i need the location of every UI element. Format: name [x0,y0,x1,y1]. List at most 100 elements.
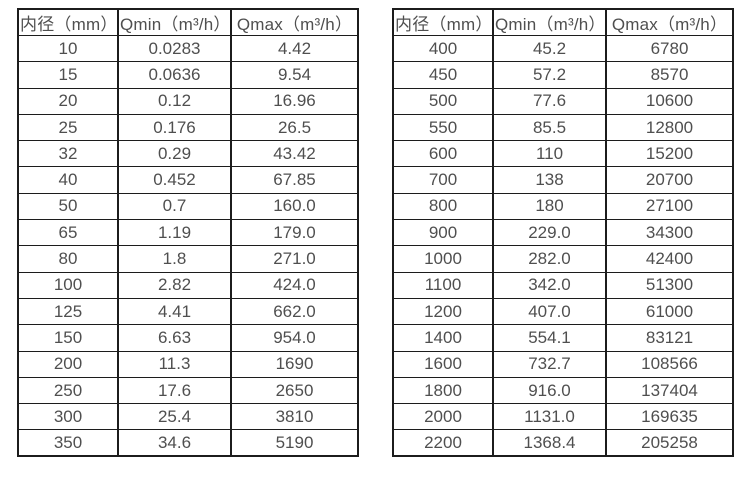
col-header-inner-diameter: 内径（mm） [392,8,494,36]
table-cell: 342.0 [492,271,607,299]
table-cell: 1000 [392,245,494,273]
table-cell: 0.0283 [117,34,232,63]
table-cell: 0.7 [117,192,232,221]
table-cell: 40 [17,166,119,194]
table-row: 65 1.19 179.0 [17,219,359,247]
table-cell: 65 [17,219,119,247]
table-cell: 424.0 [230,271,359,299]
table-cell: 6.63 [117,324,232,352]
table-cell: 25.4 [117,403,232,431]
table-cell: 43.42 [230,140,359,168]
table-cell: 1131.0 [492,403,607,431]
table-row: 100 2.82 424.0 [17,271,359,299]
table-cell: 85.5 [492,113,607,142]
table-cell: 4.41 [117,297,232,326]
table-row: 1000 282.0 42400 [392,245,734,273]
table-cell: 169635 [605,403,734,431]
table-cell: 0.0636 [117,61,232,89]
table-row: 1200 407.0 61000 [392,297,734,326]
table-row: 2000 1131.0 169635 [392,403,734,431]
table-row: 15 0.0636 9.54 [17,61,359,89]
table-cell: 954.0 [230,324,359,352]
table-cell: 15 [17,61,119,89]
table-cell: 61000 [605,297,734,326]
table-cell: 250 [17,376,119,405]
table-row: 125 4.41 662.0 [17,297,359,326]
table-row: 25 0.176 26.5 [17,113,359,142]
table-cell: 20700 [605,166,734,194]
table-cell: 15200 [605,140,734,168]
table-cell: 6780 [605,34,734,63]
table-cell: 138 [492,166,607,194]
table-cell: 80 [17,245,119,273]
table-cell: 26.5 [230,113,359,142]
table-cell: 25 [17,113,119,142]
table-cell: 900 [392,219,494,247]
table-cell: 137404 [605,376,734,405]
table-cell: 600 [392,140,494,168]
table-cell: 282.0 [492,245,607,273]
table-cell: 12800 [605,113,734,142]
table-cell: 160.0 [230,192,359,221]
table-body: 10 0.0283 4.42 15 0.0636 9.54 20 0.12 16.96 25 0.1… [17,34,359,458]
table-cell: 732.7 [492,350,607,378]
table-row: 1800 916.0 137404 [392,376,734,405]
table-row: 50 0.7 160.0 [17,192,359,221]
table-cell: 1690 [230,350,359,378]
table-cell: 50 [17,192,119,221]
table-row: 1600 732.7 108566 [392,350,734,378]
table-row: 1100 342.0 51300 [392,271,734,299]
col-header-qmax: Qmax（m³/h） [605,8,734,36]
table-row: 450 57.2 8570 [392,61,734,89]
flow-table-large-diameters: 内径（mm） Qmin（m³/h） Qmax（m³/h） 400 45.2 6780… [392,8,734,458]
table-cell: 3810 [230,403,359,431]
table-cell: 0.452 [117,166,232,194]
table-cell: 500 [392,87,494,115]
table-cell: 67.85 [230,166,359,194]
table-body: 400 45.2 6780 450 57.2 8570 500 77.6 10600 550 85.… [392,34,734,458]
table-cell: 2000 [392,403,494,431]
table-cell: 0.12 [117,87,232,115]
table-cell: 0.176 [117,113,232,142]
table-cell: 800 [392,192,494,221]
table-cell: 662.0 [230,297,359,326]
table-cell: 1600 [392,350,494,378]
col-header-inner-diameter: 内径（mm） [17,8,119,36]
table-cell: 57.2 [492,61,607,89]
table-cell: 407.0 [492,297,607,326]
table-cell: 10600 [605,87,734,115]
table-row: 20 0.12 16.96 [17,87,359,115]
table-cell: 34300 [605,219,734,247]
table-header-row: 内径（mm） Qmin（m³/h） Qmax（m³/h） [17,8,359,36]
table-cell: 205258 [605,429,734,458]
table-row: 800 180 27100 [392,192,734,221]
table-cell: 83121 [605,324,734,352]
table-cell: 150 [17,324,119,352]
table-cell: 200 [17,350,119,378]
table-cell: 300 [17,403,119,431]
table-cell: 10 [17,34,119,63]
table-cell: 20 [17,87,119,115]
table-cell: 2650 [230,376,359,405]
table-cell: 45.2 [492,34,607,63]
table-row: 300 25.4 3810 [17,403,359,431]
table-row: 350 34.6 5190 [17,429,359,458]
table-cell: 108566 [605,350,734,378]
table-cell: 2200 [392,429,494,458]
col-header-qmin: Qmin（m³/h） [492,8,607,36]
col-header-qmax: Qmax（m³/h） [230,8,359,36]
table-row: 1400 554.1 83121 [392,324,734,352]
table-row: 32 0.29 43.42 [17,140,359,168]
table-cell: 5190 [230,429,359,458]
table-row: 40 0.452 67.85 [17,166,359,194]
table-row: 200 11.3 1690 [17,350,359,378]
table-row: 900 229.0 34300 [392,219,734,247]
table-cell: 77.6 [492,87,607,115]
table-cell: 1400 [392,324,494,352]
table-cell: 229.0 [492,219,607,247]
table-cell: 32 [17,140,119,168]
flow-table-small-diameters: 内径（mm） Qmin（m³/h） Qmax（m³/h） 10 0.0283 4.4… [17,8,359,458]
table-cell: 11.3 [117,350,232,378]
table-cell: 100 [17,271,119,299]
